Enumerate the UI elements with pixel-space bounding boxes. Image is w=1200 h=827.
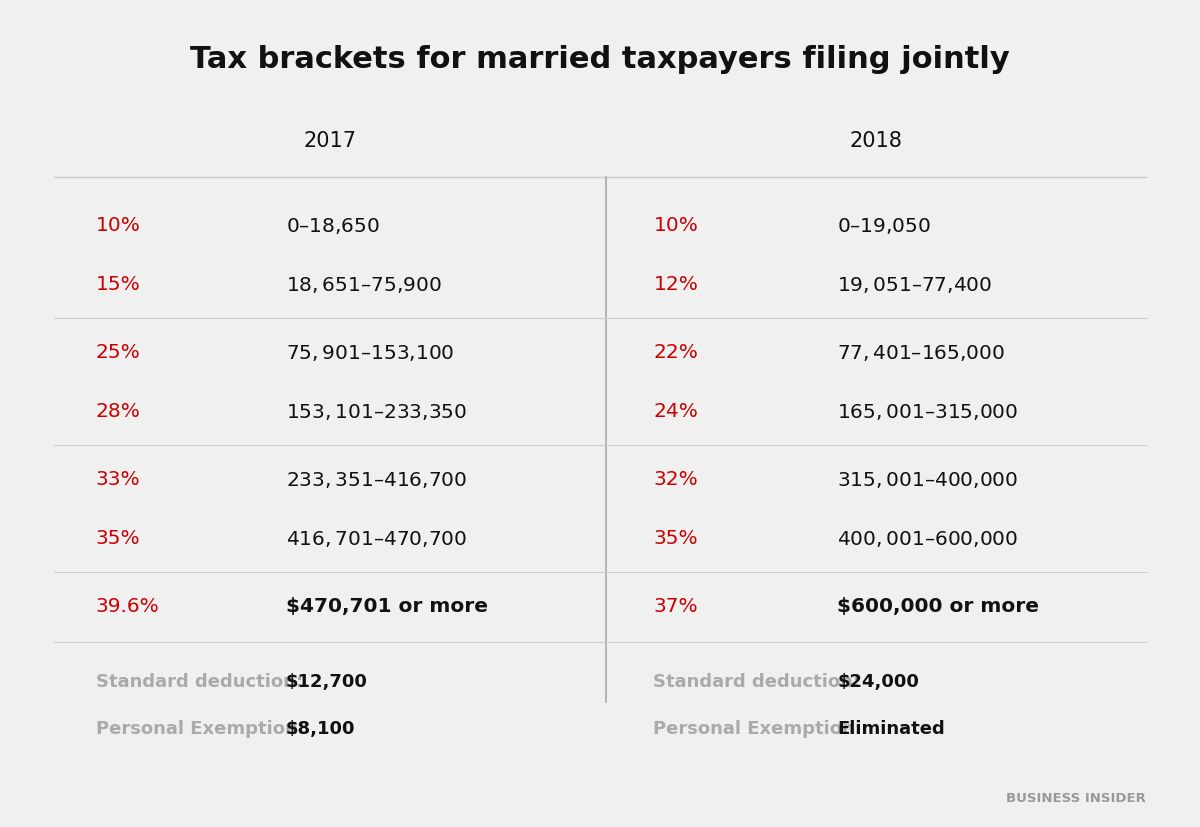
Text: 10%: 10% — [653, 216, 698, 235]
Text: 35%: 35% — [96, 528, 140, 547]
Text: Personal Exemption:: Personal Exemption: — [653, 719, 863, 737]
Text: 25%: 25% — [96, 342, 140, 361]
Text: 39.6%: 39.6% — [96, 596, 160, 615]
Text: 10%: 10% — [96, 216, 140, 235]
Text: 35%: 35% — [653, 528, 698, 547]
Text: $416,701–$470,700: $416,701–$470,700 — [286, 528, 467, 548]
Text: 32%: 32% — [653, 470, 698, 489]
Text: Tax brackets for married taxpayers filing jointly: Tax brackets for married taxpayers filin… — [190, 45, 1010, 74]
Text: Eliminated: Eliminated — [838, 719, 944, 737]
Text: $470,701 or more: $470,701 or more — [286, 596, 487, 615]
Text: $233,351–$416,700: $233,351–$416,700 — [286, 469, 467, 489]
Text: 2018: 2018 — [850, 131, 902, 151]
Text: 28%: 28% — [96, 402, 140, 421]
Text: 15%: 15% — [96, 275, 140, 294]
Text: 2017: 2017 — [304, 131, 356, 151]
Text: $0–$18,650: $0–$18,650 — [286, 215, 379, 235]
Text: 24%: 24% — [653, 402, 698, 421]
Text: $400,001–$600,000: $400,001–$600,000 — [838, 528, 1019, 548]
Text: Personal Exemption:: Personal Exemption: — [96, 719, 305, 737]
Text: $19,051–$77,400: $19,051–$77,400 — [838, 275, 992, 294]
Text: $24,000: $24,000 — [838, 672, 919, 690]
Text: 12%: 12% — [653, 275, 698, 294]
Text: 37%: 37% — [653, 596, 698, 615]
Text: $75,901–$153,100: $75,901–$153,100 — [286, 342, 454, 362]
Text: $8,100: $8,100 — [286, 719, 355, 737]
Text: $165,001–$315,000: $165,001–$315,000 — [838, 401, 1019, 422]
Text: Standard deduction:: Standard deduction: — [96, 672, 302, 690]
Text: $18,651–$75,900: $18,651–$75,900 — [286, 275, 442, 294]
Text: $600,000 or more: $600,000 or more — [838, 596, 1039, 615]
Text: Standard deduction:: Standard deduction: — [653, 672, 860, 690]
Text: $12,700: $12,700 — [286, 672, 367, 690]
Text: $315,001–$400,000: $315,001–$400,000 — [838, 469, 1019, 489]
Text: BUSINESS INSIDER: BUSINESS INSIDER — [1006, 791, 1146, 804]
Text: $77,401–$165,000: $77,401–$165,000 — [838, 342, 1006, 362]
Text: $153,101–$233,350: $153,101–$233,350 — [286, 401, 467, 422]
Text: $0–$19,050: $0–$19,050 — [838, 215, 931, 235]
Text: 33%: 33% — [96, 470, 140, 489]
Text: 22%: 22% — [653, 342, 698, 361]
